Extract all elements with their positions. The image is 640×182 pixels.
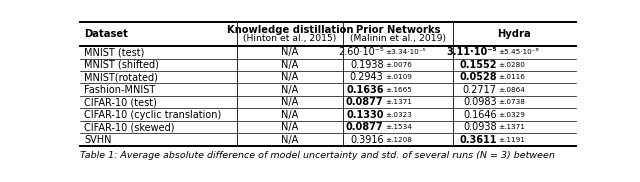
Text: 0.1646: 0.1646 — [463, 110, 497, 120]
Text: ±.0323: ±.0323 — [385, 112, 412, 118]
Text: (Malinin et al., 2019): (Malinin et al., 2019) — [350, 34, 446, 43]
Text: ±.0280: ±.0280 — [498, 62, 525, 68]
Text: Hydra: Hydra — [498, 29, 531, 39]
Text: N/A: N/A — [281, 97, 298, 107]
Text: ±.1371: ±.1371 — [385, 99, 412, 105]
Text: 0.1552: 0.1552 — [459, 60, 497, 70]
Text: N/A: N/A — [281, 85, 298, 95]
Text: Table 1: Average absolute difference of model uncertainty and std. of several ru: Table 1: Average absolute difference of … — [80, 151, 555, 160]
Text: ±.1534: ±.1534 — [385, 124, 412, 130]
Text: 0.1636: 0.1636 — [346, 85, 383, 95]
Text: 0.0528: 0.0528 — [459, 72, 497, 82]
Text: SVHN: SVHN — [84, 135, 111, 145]
Text: 0.2717: 0.2717 — [463, 85, 497, 95]
Text: CIFAR-10 (skewed): CIFAR-10 (skewed) — [84, 122, 175, 132]
Text: ±5.45·10⁻⁶: ±5.45·10⁻⁶ — [498, 49, 539, 55]
Text: N/A: N/A — [281, 110, 298, 120]
Text: (Hinton et al., 2015): (Hinton et al., 2015) — [243, 34, 337, 43]
Text: CIFAR-10 (cyclic translation): CIFAR-10 (cyclic translation) — [84, 110, 221, 120]
Text: N/A: N/A — [281, 122, 298, 132]
Text: 0.0877: 0.0877 — [346, 122, 383, 132]
Text: Prior Networks: Prior Networks — [356, 25, 440, 35]
Text: ±.1371: ±.1371 — [498, 124, 525, 130]
Text: N/A: N/A — [281, 60, 298, 70]
Text: 0.0877: 0.0877 — [346, 97, 383, 107]
Text: N/A: N/A — [281, 47, 298, 57]
Text: 0.1330: 0.1330 — [346, 110, 383, 120]
Text: 0.0983: 0.0983 — [463, 97, 497, 107]
Text: ±.0864: ±.0864 — [498, 87, 525, 93]
Text: ±.0116: ±.0116 — [498, 74, 525, 80]
Text: 0.0938: 0.0938 — [463, 122, 497, 132]
Text: 3.11·10⁻⁵: 3.11·10⁻⁵ — [446, 47, 497, 57]
Text: ±.0738: ±.0738 — [498, 99, 525, 105]
Text: ±.1191: ±.1191 — [498, 137, 525, 143]
Text: 0.3916: 0.3916 — [350, 135, 383, 145]
Text: 0.3611: 0.3611 — [459, 135, 497, 145]
Text: N/A: N/A — [281, 72, 298, 82]
Text: ±.0109: ±.0109 — [385, 74, 412, 80]
Text: 2.60·10⁻⁵: 2.60·10⁻⁵ — [338, 47, 383, 57]
Text: Fashion-MNIST: Fashion-MNIST — [84, 85, 156, 95]
Text: MNIST (shifted): MNIST (shifted) — [84, 60, 159, 70]
Text: 0.1938: 0.1938 — [350, 60, 383, 70]
Text: 0.2943: 0.2943 — [350, 72, 383, 82]
Text: Dataset: Dataset — [84, 29, 128, 39]
Text: MNIST(rotated): MNIST(rotated) — [84, 72, 158, 82]
Text: ±.1665: ±.1665 — [385, 87, 412, 93]
Text: ±3.34·10⁻⁵: ±3.34·10⁻⁵ — [385, 49, 426, 55]
Text: Knowledge distillation: Knowledge distillation — [227, 25, 353, 35]
Text: MNIST (test): MNIST (test) — [84, 47, 145, 57]
Text: N/A: N/A — [281, 135, 298, 145]
Text: CIFAR-10 (test): CIFAR-10 (test) — [84, 97, 157, 107]
Text: ±.0329: ±.0329 — [498, 112, 525, 118]
Text: ±.1208: ±.1208 — [385, 137, 412, 143]
Text: ±.0076: ±.0076 — [385, 62, 412, 68]
